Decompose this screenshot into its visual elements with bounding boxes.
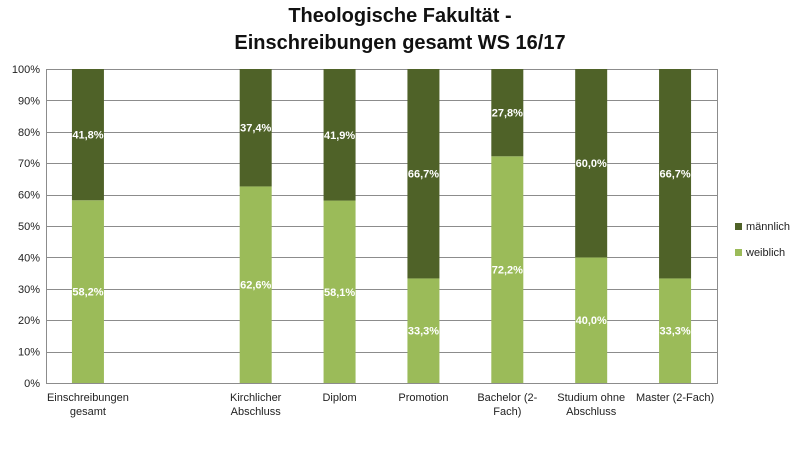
- data-label: 41,8%: [72, 130, 103, 142]
- data-label: 33,3%: [659, 326, 690, 338]
- data-label: 41,9%: [324, 130, 355, 142]
- data-label: 37,4%: [240, 123, 271, 135]
- data-label: 62,6%: [240, 280, 271, 292]
- legend-label: männlich: [746, 221, 790, 233]
- x-category-label: Einschreibungen: [47, 392, 129, 404]
- bar-segment-männlich: [71, 69, 104, 201]
- legend: männlich weiblich: [735, 221, 790, 259]
- legend-swatch-männlich: [735, 223, 742, 230]
- chart-title: Theologische Fakultät - Einschreibungen g…: [234, 5, 565, 54]
- y-tick-label: 20%: [18, 315, 40, 327]
- bar-segment-weiblich: [407, 278, 440, 383]
- bar-segment-weiblich: [239, 186, 272, 383]
- data-label: 40,0%: [576, 315, 607, 327]
- data-label: 58,2%: [72, 287, 103, 299]
- y-tick-label: 60%: [18, 190, 40, 202]
- y-tick-label: 70%: [18, 158, 40, 170]
- y-tick-label: 30%: [18, 284, 40, 296]
- data-label: 72,2%: [492, 265, 523, 277]
- x-category-label: Master (2-Fach): [636, 392, 714, 404]
- bar-segment-männlich: [239, 69, 272, 187]
- bar-segment-weiblich: [71, 200, 104, 383]
- y-tick-label: 10%: [18, 347, 40, 359]
- x-category-label: Kirchlicher: [230, 392, 282, 404]
- y-tick-label: 90%: [18, 95, 40, 107]
- plot-area-frame: [46, 69, 718, 384]
- data-label: 27,8%: [492, 108, 523, 120]
- data-label: 66,7%: [408, 169, 439, 181]
- y-axis: 0% 10% 20% 30% 40% 50% 60% 70% 80% 90% 100%: [12, 64, 40, 390]
- y-tick-label: 100%: [12, 64, 40, 76]
- chart-title-line: Theologische Fakultät -: [288, 5, 511, 27]
- x-category-label: Fach): [493, 406, 521, 418]
- x-category-label: Diplom: [322, 392, 356, 404]
- y-tick-label: 50%: [18, 221, 40, 233]
- bar-segment-weiblich: [659, 278, 692, 383]
- x-category-label: Studium ohne: [557, 392, 625, 404]
- legend-label: weiblich: [745, 247, 785, 259]
- data-label: 60,0%: [576, 158, 607, 170]
- bar-segment-männlich: [323, 69, 356, 201]
- bar-segment-männlich: [491, 69, 524, 157]
- data-label: 58,1%: [324, 287, 355, 299]
- data-label: 33,3%: [408, 326, 439, 338]
- x-axis: Einschreibungen gesamt Kirchlicher Abschlus…: [47, 392, 714, 418]
- bar-segment-männlich: [407, 69, 440, 279]
- bar-segment-weiblich: [323, 200, 356, 383]
- x-category-label: Bachelor (2-: [477, 392, 537, 404]
- bar-segment-männlich: [659, 69, 692, 279]
- bar-segment-männlich: [575, 69, 608, 258]
- x-category-label: gesamt: [70, 406, 106, 418]
- data-label: 66,7%: [659, 169, 690, 181]
- bar-segment-weiblich: [491, 156, 524, 383]
- x-category-label: Promotion: [398, 392, 448, 404]
- y-tick-label: 40%: [18, 252, 40, 264]
- bar-segment-weiblich: [575, 257, 608, 383]
- y-tick-label: 0%: [24, 378, 40, 390]
- x-category-label: Abschluss: [231, 406, 282, 418]
- x-category-label: Abschluss: [566, 406, 617, 418]
- legend-swatch-weiblich: [735, 249, 742, 256]
- y-tick-label: 80%: [18, 127, 40, 139]
- chart-title-line: Einschreibungen gesamt WS 16/17: [234, 32, 565, 54]
- bars: 58,2% 41,8% 62,6% 37,4% 58,1% 41,9% 33,3% 66,7%…: [71, 69, 692, 383]
- grid-lines: [46, 69, 718, 384]
